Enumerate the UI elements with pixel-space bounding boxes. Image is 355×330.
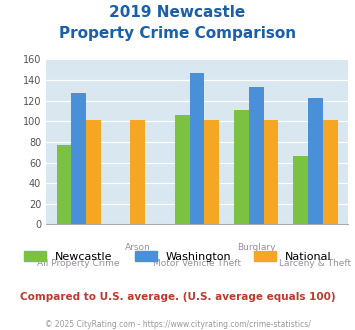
Bar (86, 120, 101, 224)
Text: 2019 Newcastle: 2019 Newcastle (109, 5, 246, 20)
Text: All Property Crime: All Property Crime (37, 259, 120, 268)
Bar (249, 87, 264, 224)
Text: Compared to U.S. average. (U.S. average equals 100): Compared to U.S. average. (U.S. average … (20, 292, 335, 302)
Text: Property Crime Comparison: Property Crime Comparison (59, 26, 296, 41)
Bar (323, 120, 338, 224)
Text: Burglary: Burglary (237, 243, 275, 251)
Bar (71, 93, 86, 224)
Bar (234, 110, 249, 224)
Bar (263, 120, 278, 224)
Bar (293, 156, 308, 224)
Bar (190, 73, 204, 224)
Bar (56, 145, 71, 224)
Text: Arson: Arson (125, 243, 151, 251)
Text: © 2025 CityRating.com - https://www.cityrating.com/crime-statistics/: © 2025 CityRating.com - https://www.city… (45, 320, 310, 329)
Bar (131, 120, 145, 224)
Bar (175, 115, 190, 224)
Bar (308, 98, 323, 224)
Text: Motor Vehicle Theft: Motor Vehicle Theft (153, 259, 241, 268)
Legend: Newcastle, Washington, National: Newcastle, Washington, National (19, 247, 336, 267)
Bar (204, 120, 219, 224)
Text: Larceny & Theft: Larceny & Theft (279, 259, 351, 268)
